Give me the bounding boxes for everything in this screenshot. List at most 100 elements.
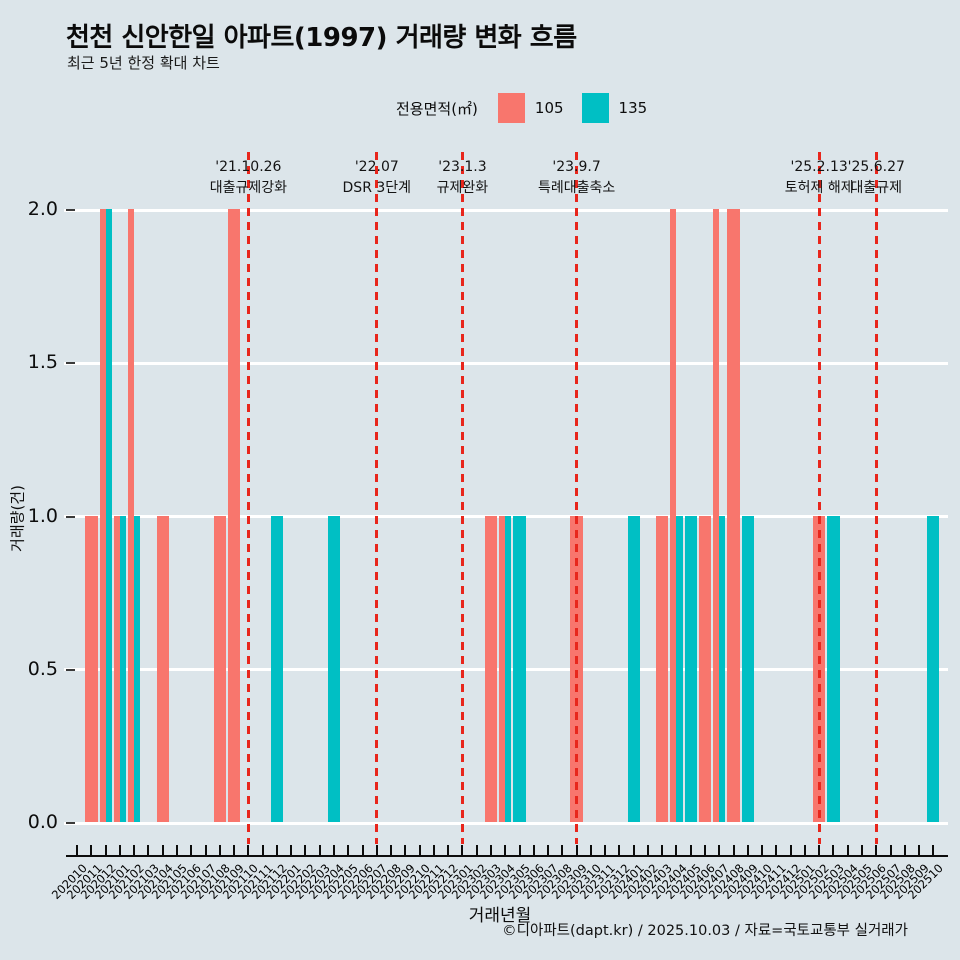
x-tick xyxy=(233,845,236,855)
legend-item-135: 135 xyxy=(581,93,647,123)
x-tick xyxy=(718,845,721,855)
x-tick xyxy=(304,845,307,855)
x-tick xyxy=(532,845,535,855)
event-line xyxy=(874,152,878,844)
x-tick xyxy=(646,845,649,855)
x-tick xyxy=(432,845,435,855)
bar xyxy=(727,209,740,822)
x-tick xyxy=(889,845,892,855)
page-title: 천천 신안한일 아파트(1997) 거래량 변화 흐름 xyxy=(66,23,577,53)
bar xyxy=(119,515,127,822)
x-tick xyxy=(803,845,806,855)
axis-title-x: 거래년월 xyxy=(468,906,532,926)
bar xyxy=(113,515,120,822)
bar xyxy=(213,515,226,822)
bar xyxy=(676,515,683,822)
legend-swatch-135 xyxy=(581,93,609,123)
x-tick xyxy=(704,845,706,855)
x-tick xyxy=(475,845,478,855)
x-tick xyxy=(775,845,778,855)
x-tick xyxy=(147,845,150,855)
y-tick-label: 1.0 xyxy=(27,504,58,527)
x-tick xyxy=(218,845,221,855)
bar xyxy=(827,515,840,822)
x-tick xyxy=(104,845,107,855)
event-date: '25.2.13 xyxy=(790,159,848,175)
bar xyxy=(85,515,98,822)
x-tick xyxy=(547,845,550,855)
x-axis-line xyxy=(66,855,948,857)
event-line xyxy=(817,152,821,844)
legend-label-105: 105 xyxy=(534,99,564,117)
x-tick xyxy=(875,845,878,855)
bar xyxy=(670,209,677,822)
x-tick xyxy=(561,845,564,855)
x-tick xyxy=(318,845,321,855)
x-tick xyxy=(789,845,792,855)
y-tick xyxy=(66,668,75,671)
x-tick xyxy=(860,845,863,855)
x-tick xyxy=(746,845,749,855)
event-date: '22.07 xyxy=(354,159,399,175)
bar xyxy=(134,515,141,822)
x-tick xyxy=(76,845,79,855)
event-label: 대출규제 xyxy=(850,180,903,196)
x-tick xyxy=(846,845,849,855)
y-tick-label: 1.5 xyxy=(27,351,58,374)
y-tick-label: 2.0 xyxy=(27,198,58,220)
x-tick xyxy=(618,845,621,855)
x-tick xyxy=(90,845,93,855)
x-tick xyxy=(204,845,207,855)
event-line xyxy=(375,152,379,844)
x-tick xyxy=(404,845,407,855)
bar xyxy=(105,209,112,822)
x-tick xyxy=(275,845,278,855)
event-date: '21.10.26 xyxy=(215,159,282,175)
x-tick xyxy=(390,845,393,855)
event-date: '23.1.3 xyxy=(438,159,487,175)
x-tick xyxy=(133,845,136,855)
y-tick xyxy=(66,515,75,518)
x-tick xyxy=(118,845,121,855)
bar xyxy=(719,515,726,822)
event-date: '25.6.27 xyxy=(847,159,905,175)
bar xyxy=(327,515,341,822)
x-tick xyxy=(375,845,378,855)
event-label: 토허제 해제 xyxy=(784,180,854,196)
x-tick xyxy=(161,845,164,855)
y-tick-label: 0.5 xyxy=(27,657,58,680)
x-tick xyxy=(290,845,293,855)
x-tick xyxy=(347,845,350,855)
y-tick-label: 0.0 xyxy=(27,811,58,833)
event-line xyxy=(575,152,579,844)
x-tick xyxy=(489,845,492,855)
event-label: DSR 3단계 xyxy=(342,180,412,196)
x-tick xyxy=(447,845,450,855)
grid-line xyxy=(64,208,948,212)
legend-swatch-105 xyxy=(497,93,525,123)
x-tick xyxy=(932,845,935,855)
x-tick xyxy=(332,845,335,855)
x-tick xyxy=(261,845,264,855)
event-annotation: '25.2.13 토허제 해제 xyxy=(709,157,929,199)
bar xyxy=(505,515,512,822)
y-tick xyxy=(66,822,75,824)
x-tick xyxy=(176,845,179,855)
y-tick xyxy=(66,209,75,211)
x-tick xyxy=(761,845,764,855)
x-tick xyxy=(504,845,507,855)
bar xyxy=(927,515,940,822)
bar xyxy=(99,209,106,822)
bar xyxy=(484,515,498,822)
x-tick xyxy=(903,845,906,855)
page-subtitle: 최근 5년 한정 확대 차트 xyxy=(67,54,220,72)
axis-title-y: 거래량(건) xyxy=(8,485,27,552)
grid-line xyxy=(64,821,948,825)
event-label: 특례대출축소 xyxy=(537,180,616,196)
x-tick xyxy=(832,845,835,855)
bar xyxy=(513,515,526,822)
x-tick xyxy=(632,845,635,855)
x-tick xyxy=(675,845,678,855)
y-tick xyxy=(66,362,75,365)
